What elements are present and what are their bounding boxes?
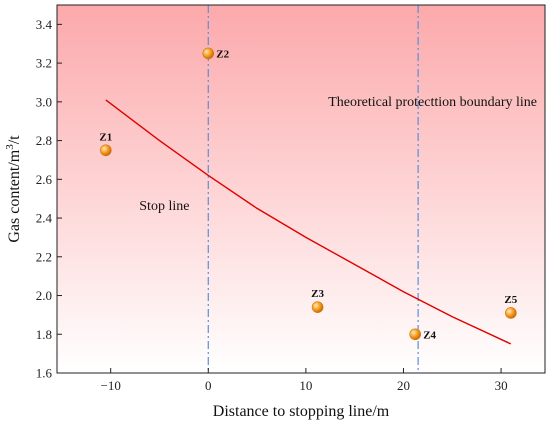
y-tick-label: 1.8 [36,327,52,342]
x-tick-label: 20 [397,378,410,393]
x-tick-label: 0 [205,378,212,393]
y-axis-title: Gas content/m3/t [4,135,23,243]
y-tick-label: 1.6 [36,366,53,381]
data-point-z2 [202,47,215,60]
data-point-z5 [505,307,517,319]
x-tick-label: 30 [495,378,508,393]
x-tick-label: 10 [299,378,312,393]
y-axis-title-unit: /t [6,135,23,144]
data-point-label: Z3 [311,288,324,300]
y-tick-label: 3.2 [36,56,52,71]
y-tick-label: 3.4 [36,17,53,32]
y-tick-label: 3.0 [36,94,52,109]
reference-lines [207,5,419,373]
y-axis-title-main: Gas content/m [6,149,23,242]
data-point-z4 [409,328,421,341]
plot-background [57,5,545,373]
data-point-z3 [311,301,324,313]
data-point-label: Z2 [216,48,229,60]
boundary-line-label: Theoretical protecttion boundary line [328,95,537,110]
fit-curve-layer [105,99,512,345]
y-tick-label: 2.0 [36,288,52,303]
x-tick-label: −10 [101,378,121,393]
data-point-label: Z5 [504,294,517,306]
data-point-label: Z4 [423,329,436,341]
data-point-label: Z1 [99,131,112,143]
y-tick-label: 2.4 [36,211,53,226]
axes: −10 0 10 20 30 1.6 1.8 2.0 2.2 2.4 2.6 2.8 3.0 3.2 3.4 [36,17,508,393]
y-tick-label: 2.2 [36,249,52,264]
plot-frame [56,4,546,374]
data-point-z1 [100,144,112,157]
data-points: Z1 Z2 Z3 Z4 Z5 [99,47,518,341]
fit-curve [105,99,512,345]
y-tick-label: 2.8 [36,133,52,148]
annotations: Stop line Theoretical protecttion boundar… [139,95,537,214]
y-axis-title-superscript: 3 [4,144,16,150]
y-tick-label: 2.6 [36,172,53,187]
stop-line-label: Stop line [139,199,189,214]
x-axis-title: Distance to stopping line/m [213,403,390,420]
